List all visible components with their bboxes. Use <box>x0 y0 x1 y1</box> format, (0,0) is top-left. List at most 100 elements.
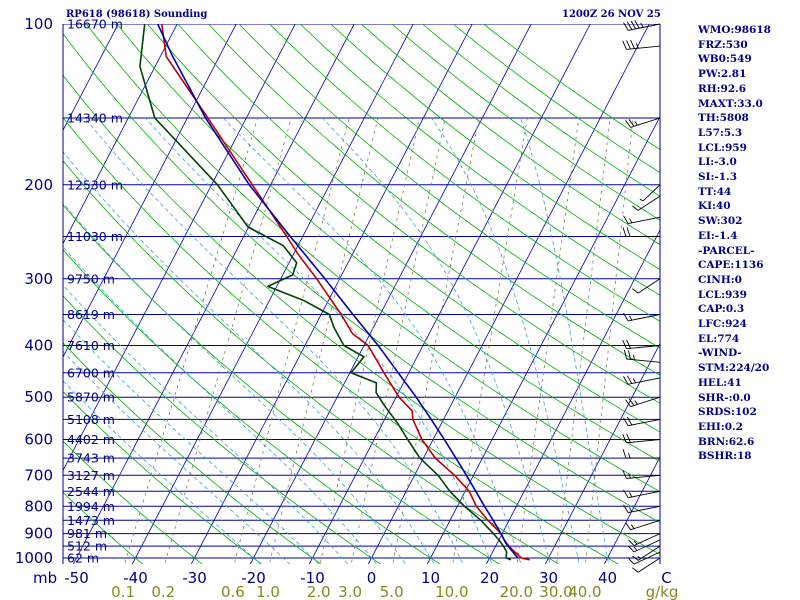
wind-barb <box>623 215 661 225</box>
moist-adiabat <box>84 117 464 564</box>
moist-adiabat <box>145 117 493 564</box>
moist-adiabat <box>431 117 580 564</box>
height-label: 8619 m <box>67 307 115 322</box>
isotherm-line <box>0 0 13 569</box>
wind-barb-flag <box>623 349 627 360</box>
mixing-ratio-line <box>452 117 528 564</box>
height-label: 981 m <box>67 526 107 541</box>
temperature-tick-label: 20 <box>480 569 499 587</box>
wind-barb <box>628 533 661 547</box>
height-label: 62 m <box>67 551 99 566</box>
dry-adiabat <box>177 24 660 404</box>
index-value: SRDS:102 <box>698 406 757 419</box>
wind-barb-flag <box>626 227 631 237</box>
wind-barb <box>623 504 661 514</box>
mixing-ratio-tick-label: 5.0 <box>380 583 404 600</box>
dry-adiabat <box>146 24 660 433</box>
index-value: SW:302 <box>698 215 743 228</box>
height-label: 12530 m <box>67 177 123 192</box>
height-label: 3127 m <box>67 468 115 483</box>
dry-adiabat <box>63 33 660 524</box>
temperature-tick-label: -40 <box>123 569 148 587</box>
wind-barb <box>623 489 661 499</box>
wind-barb-flag <box>628 539 635 546</box>
index-value: TH:5808 <box>698 112 749 125</box>
wind-barb-half <box>630 524 635 529</box>
mixing-ratio-line <box>124 117 258 564</box>
height-labels: 16670 m 14340 m 12530 m 11030 m 9750 m 8619 m… <box>67 17 123 566</box>
wind-barb-staff <box>630 519 661 531</box>
wind-barb-staff <box>637 557 661 573</box>
wind-barb <box>625 519 661 531</box>
wind-barb-flag <box>626 416 633 426</box>
index-value: LFC:924 <box>698 318 747 331</box>
wind-barb <box>622 339 661 350</box>
wind-barb-staff <box>626 439 661 444</box>
index-value: WMO:98618 <box>698 24 771 36</box>
wind-barb-staff <box>633 533 661 547</box>
wind-barb <box>622 469 661 479</box>
wind-barb-flag <box>632 205 639 211</box>
height-label: 3743 m <box>67 451 115 466</box>
wind-barb-flag <box>628 557 635 565</box>
mixing-ratio-line <box>516 117 580 564</box>
wind-barb-flag <box>623 215 629 224</box>
height-label: 7610 m <box>67 338 115 353</box>
wind-barb-staff <box>628 505 661 514</box>
index-value: CAPE:1136 <box>698 259 764 272</box>
wind-barb-staff <box>642 184 661 202</box>
height-label: 4402 m <box>67 432 115 447</box>
moist-adiabat <box>63 350 291 564</box>
mixing-ratio-tick-label: 0.6 <box>221 583 245 600</box>
wind-barb-half <box>629 315 633 321</box>
wind-barb-half <box>633 540 638 545</box>
isotherm-line <box>426 115 660 564</box>
index-value: FRZ:530 <box>698 38 748 51</box>
wind-barb <box>623 19 661 31</box>
temperature-tick-label: C <box>661 569 671 587</box>
mixing-ratio-tick-label: 2.0 <box>307 583 331 600</box>
dry-adiabat <box>63 342 322 564</box>
wind-barb-flag <box>622 434 627 443</box>
temperature-tick-label: -30 <box>182 569 207 587</box>
mixing-ratio-line <box>319 117 420 564</box>
wind-barb <box>625 117 661 128</box>
wind-barb-staff <box>637 278 661 294</box>
height-label: 16670 m <box>67 17 123 32</box>
wind-barb-staff <box>626 345 661 350</box>
mixing-ratio-tick-label: 10.0 <box>435 583 468 600</box>
height-label: 512 m <box>67 539 107 554</box>
wind-barb <box>632 195 661 211</box>
index-value: SI:-1.3 <box>698 171 737 184</box>
wind-barb-flag <box>628 119 635 127</box>
index-value: -PARCEL- <box>698 244 755 257</box>
moist-adiabat <box>63 151 435 564</box>
index-value: SHR-:0.0 <box>698 391 751 404</box>
pressure-tick-label: 100 <box>24 15 53 33</box>
isotherm-line <box>485 229 660 564</box>
dry-adiabat <box>63 390 263 564</box>
index-value: CAP:0.3 <box>698 303 745 316</box>
wind-barb-half <box>639 198 644 202</box>
mixing-ratio-line <box>556 117 611 564</box>
mixing-ratio-tick-label: 30.0 <box>539 583 572 600</box>
plot-frame <box>62 24 661 564</box>
pressure-tick-label: 600 <box>24 431 53 449</box>
height-label: 11030 m <box>67 229 123 244</box>
wind-barb-staff <box>637 195 661 211</box>
isotherm-line <box>249 24 532 564</box>
index-value: LCL:959 <box>698 141 747 154</box>
index-value: TT:44 <box>698 185 732 198</box>
pressure-tick-label: 1000 <box>15 549 53 567</box>
wind-barb-staff <box>628 377 661 385</box>
temperature-tick-label: 40 <box>598 569 617 587</box>
temperature-tick-label: 30 <box>539 569 558 587</box>
wind-barb-staff <box>628 216 661 225</box>
indices-panel: WMO:98618 FRZ:530 WB0:549 PW:2.81 RH:92.6 MAX… <box>698 23 798 464</box>
parcel-profile <box>156 24 519 559</box>
wind-barb-half <box>633 546 638 551</box>
index-value: MAXT:33.0 <box>698 97 763 110</box>
sounding-time: 1200Z 26 NOV 25 <box>562 9 661 20</box>
